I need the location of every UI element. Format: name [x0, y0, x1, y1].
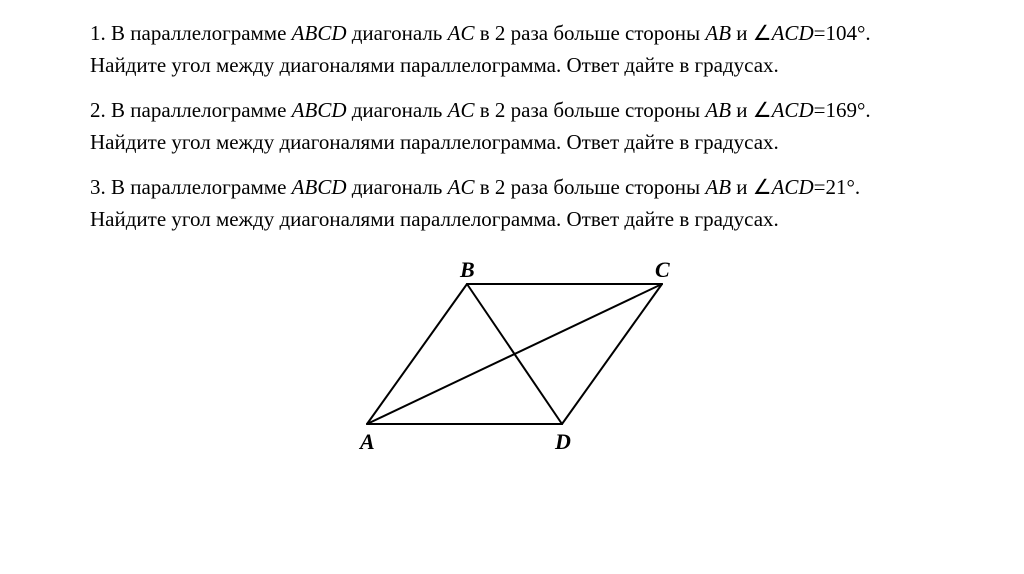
- shape-name: ABCD: [292, 98, 347, 122]
- angle-value: 104°: [825, 21, 865, 45]
- text: и: [731, 98, 753, 122]
- problem-number: 3.: [90, 175, 106, 199]
- problem-1: 1. В параллелограмме ABCD диагональ AC в…: [90, 18, 934, 81]
- angle-value: 169°: [825, 98, 865, 122]
- page: 1. В параллелограмме ABCD диагональ AC в…: [0, 0, 1024, 574]
- text: и: [731, 175, 753, 199]
- diagonal-name: AC: [448, 21, 475, 45]
- angle-symbol: ∠: [753, 21, 772, 45]
- text: в 2 раза больше стороны: [474, 21, 705, 45]
- problem-number: 1.: [90, 21, 106, 45]
- side-name: AB: [705, 21, 731, 45]
- equals: =: [814, 21, 826, 45]
- text: В параллелограмме: [111, 175, 292, 199]
- text: диагональ: [347, 98, 448, 122]
- svg-text:D: D: [554, 429, 571, 454]
- parallelogram-figure: A B C D: [312, 249, 712, 459]
- figure-container: A B C D: [90, 249, 934, 459]
- text: диагональ: [347, 21, 448, 45]
- problem-2: 2. В параллелограмме ABCD диагональ AC в…: [90, 95, 934, 158]
- svg-text:A: A: [358, 429, 375, 454]
- angle-value: 21°: [825, 175, 854, 199]
- problem-number: 2.: [90, 98, 106, 122]
- text: в 2 раза больше стороны: [474, 98, 705, 122]
- angle-name: ACD: [772, 21, 814, 45]
- text: и: [731, 21, 753, 45]
- text: В параллелограмме: [111, 21, 292, 45]
- angle-name: ACD: [772, 175, 814, 199]
- diagonal-name: AC: [448, 175, 475, 199]
- diagonal-name: AC: [448, 98, 475, 122]
- svg-text:C: C: [655, 257, 670, 282]
- text: в 2 раза больше стороны: [474, 175, 705, 199]
- shape-name: ABCD: [292, 21, 347, 45]
- side-name: AB: [705, 175, 731, 199]
- equals: =: [814, 175, 826, 199]
- angle-symbol: ∠: [753, 98, 772, 122]
- text: диагональ: [347, 175, 448, 199]
- text: В параллелограмме: [111, 98, 292, 122]
- side-name: AB: [705, 98, 731, 122]
- svg-text:B: B: [459, 257, 475, 282]
- angle-name: ACD: [772, 98, 814, 122]
- shape-name: ABCD: [292, 175, 347, 199]
- problem-3: 3. В параллелограмме ABCD диагональ AC в…: [90, 172, 934, 235]
- equals: =: [814, 98, 826, 122]
- angle-symbol: ∠: [753, 175, 772, 199]
